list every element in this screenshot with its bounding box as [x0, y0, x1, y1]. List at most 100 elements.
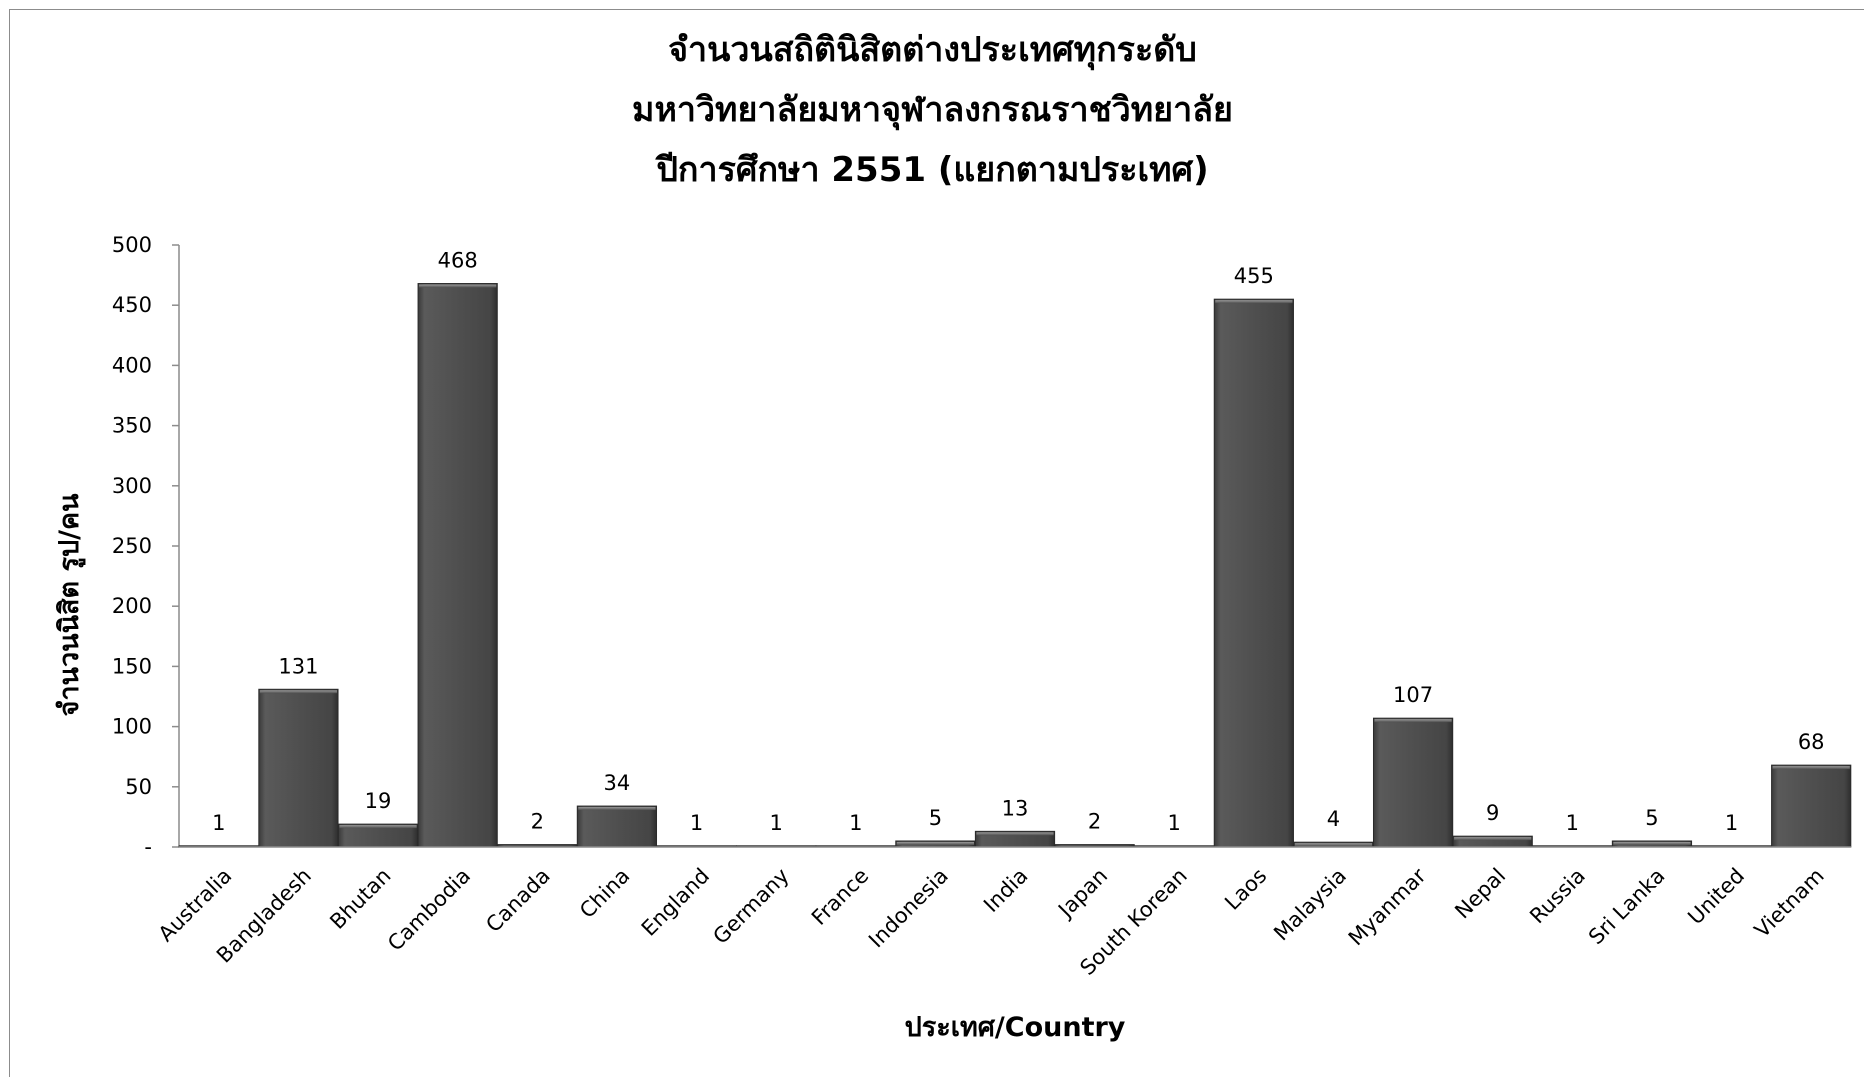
category-label: Canada — [481, 864, 554, 937]
data-label: 1 — [690, 811, 703, 835]
bar-highlight — [1772, 766, 1850, 770]
bar-group: 34 — [576, 771, 658, 848]
data-label: 107 — [1393, 683, 1433, 707]
bar-group: 455 — [1213, 264, 1294, 848]
bar-group: 2 — [497, 810, 578, 848]
chart-frame — [9, 9, 1864, 1077]
bar-group: 1 — [1134, 811, 1215, 848]
y-tick-label: 200 — [112, 594, 152, 618]
data-label: 9 — [1486, 801, 1499, 825]
data-label: 2 — [1088, 810, 1101, 834]
category-label: Cambodia — [383, 864, 475, 956]
bar-highlight — [1613, 841, 1691, 845]
y-tick-label: 400 — [112, 353, 152, 377]
category-label: Japan — [1052, 864, 1112, 924]
category-label: Laos — [1220, 864, 1271, 915]
category-label: Vietnam — [1750, 864, 1829, 943]
y-tick-label: 50 — [125, 775, 152, 799]
bar-group: 5 — [895, 806, 976, 848]
bar — [1771, 764, 1852, 848]
title-line-3: ปีการศึกษา 2551 (แยกตามประเทศ) — [656, 150, 1209, 190]
y-axis-title: จำนวนนิสิต รูป/คน — [54, 493, 86, 716]
category-label: Australia — [154, 864, 237, 947]
bar-group: 131 — [258, 654, 339, 848]
category-label: Nepal — [1450, 864, 1510, 924]
bar-highlight — [339, 825, 417, 829]
data-label: 455 — [1234, 264, 1274, 288]
y-axis: - 50 100 150 200 250 300 350 400 450 500 — [112, 233, 180, 859]
bar-group: 13 — [974, 796, 1056, 848]
category-label: Germany — [708, 864, 793, 949]
data-label: 5 — [1645, 806, 1658, 830]
chart-title: จำนวนสถิตินิสิตต่างประเทศทุกระดับ มหาวิท… — [0, 20, 1865, 200]
category-label: Myanmar — [1344, 863, 1431, 950]
y-tick-label: 350 — [112, 414, 152, 438]
category-label: France — [807, 864, 873, 930]
category-label: Indonesia — [864, 864, 953, 953]
bar-group: 107 — [1372, 683, 1454, 848]
data-label: 1 — [1725, 811, 1738, 835]
data-label: 1 — [849, 811, 862, 835]
data-label: 1 — [1566, 811, 1579, 835]
data-label: 5 — [929, 806, 942, 830]
bar-highlight — [419, 284, 497, 288]
bar-group: 1 — [815, 811, 896, 848]
bar — [258, 688, 339, 848]
y-tick-label: 450 — [112, 293, 152, 317]
bar — [1372, 717, 1454, 848]
bar-highlight — [976, 832, 1054, 836]
data-label: 468 — [438, 249, 478, 273]
data-label: 19 — [365, 789, 392, 813]
y-tick-label: - — [144, 835, 152, 859]
bar-group: 468 — [417, 249, 498, 848]
bar-group: 2 — [1054, 810, 1135, 848]
data-label: 2 — [531, 810, 544, 834]
data-label: 68 — [1798, 730, 1825, 754]
title-line-2: มหาวิทยาลัยมหาจุฬาลงกรณราชวิทยาลัย — [632, 90, 1233, 130]
bar-highlight — [1454, 837, 1532, 841]
bar-group: 68 — [1771, 730, 1852, 848]
category-label: Bhutan — [325, 864, 395, 934]
bar-group: 1 — [736, 811, 817, 848]
category-label: Russia — [1525, 864, 1590, 929]
data-label: 1 — [769, 811, 782, 835]
bar-highlight — [1294, 843, 1373, 847]
category-label: United — [1683, 864, 1749, 930]
bar — [576, 805, 658, 848]
bar-highlight — [578, 807, 656, 811]
bar — [417, 283, 498, 848]
bar-group: 5 — [1611, 806, 1693, 848]
y-tick-label: 100 — [112, 715, 152, 739]
bar-highlight — [1374, 719, 1452, 723]
data-label: 1 — [1168, 811, 1181, 835]
data-label: 4 — [1327, 807, 1340, 831]
bar-group: 1 — [1532, 811, 1613, 848]
y-tick-label: 250 — [112, 534, 152, 558]
category-label: India — [979, 864, 1032, 917]
data-label: 13 — [1002, 796, 1029, 820]
y-tick-label: 500 — [112, 233, 152, 257]
category-label: England — [637, 864, 714, 941]
bar-group: 9 — [1452, 801, 1533, 848]
category-label: Malaysia — [1269, 864, 1351, 946]
data-label: 1 — [212, 811, 225, 835]
bar-group: 1 — [1691, 811, 1772, 848]
bar-group: 4 — [1293, 807, 1374, 848]
bar-highlight — [259, 690, 338, 694]
bar-highlight — [896, 841, 974, 845]
title-line-1: จำนวนสถิตินิสิตต่างประเทศทุกระดับ — [668, 30, 1197, 70]
bar-group: 1 — [656, 811, 737, 848]
x-axis-title: ประเทศ/Country — [905, 1012, 1126, 1043]
category-label: China — [575, 864, 634, 923]
bar-group: 1 — [178, 811, 259, 848]
y-tick-label: 300 — [112, 474, 152, 498]
data-label: 131 — [278, 654, 318, 678]
bar-group: 19 — [337, 789, 419, 848]
data-label: 34 — [604, 771, 631, 795]
y-tick-label: 150 — [112, 654, 152, 678]
category-label: Sri Lanka — [1584, 864, 1670, 950]
bar-highlight — [1215, 300, 1293, 304]
